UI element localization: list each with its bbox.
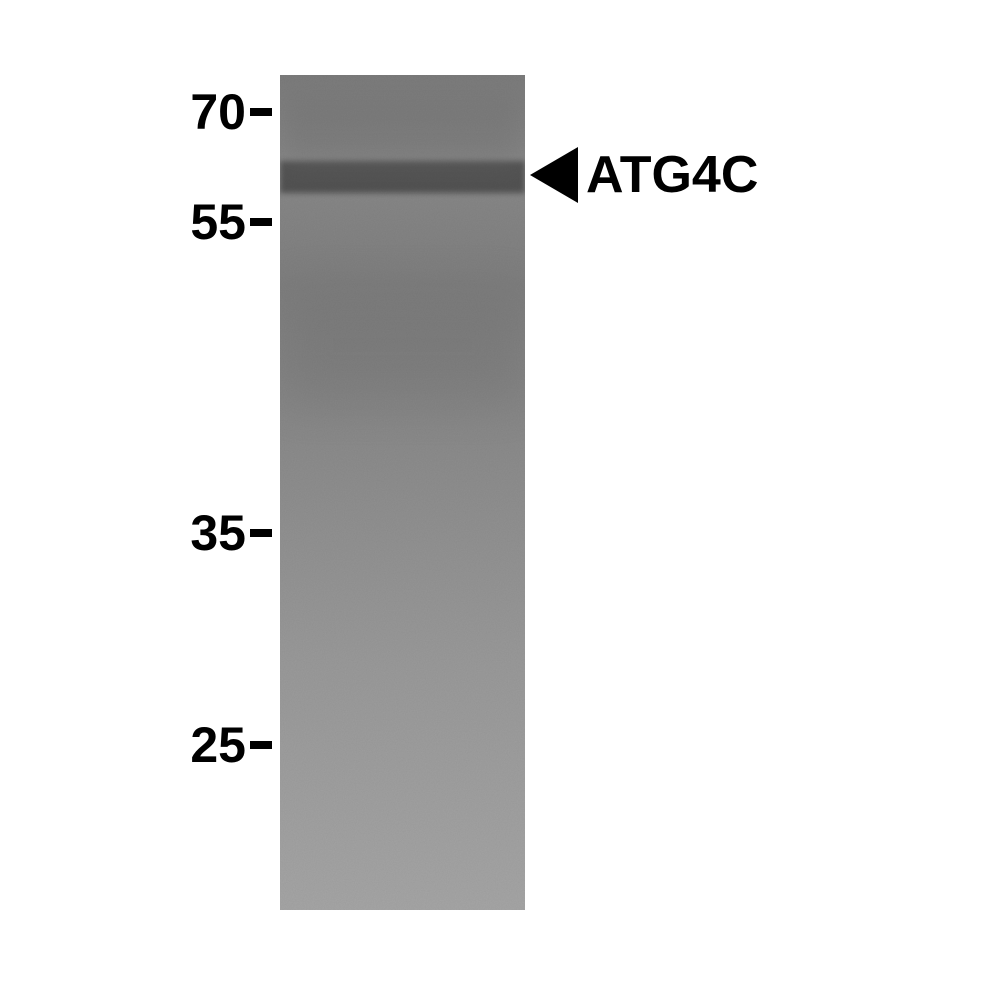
mw-marker-value: 35 [190, 508, 246, 558]
mw-marker-value: 70 [190, 87, 246, 137]
tick-icon [250, 529, 272, 537]
tick-icon [250, 741, 272, 749]
blot-figure: 70 55 35 25 ATG4C [0, 0, 1000, 1000]
band-smear-mid [280, 285, 525, 405]
blot-lane [280, 75, 525, 910]
mw-marker-value: 25 [190, 720, 246, 770]
mw-marker-value: 55 [190, 197, 246, 247]
mw-marker-70: 70 [190, 87, 272, 137]
tick-icon [250, 218, 272, 226]
tick-icon [250, 108, 272, 116]
lane-background [280, 75, 525, 910]
mw-marker-55: 55 [190, 197, 272, 247]
band-ATG4C [280, 161, 525, 193]
mw-marker-25: 25 [190, 720, 272, 770]
band-label-text: ATG4C [586, 145, 758, 205]
band-smear-upper [280, 95, 525, 165]
band-label: ATG4C [530, 147, 758, 203]
arrow-left-icon [530, 147, 578, 203]
mw-marker-35: 35 [190, 508, 272, 558]
